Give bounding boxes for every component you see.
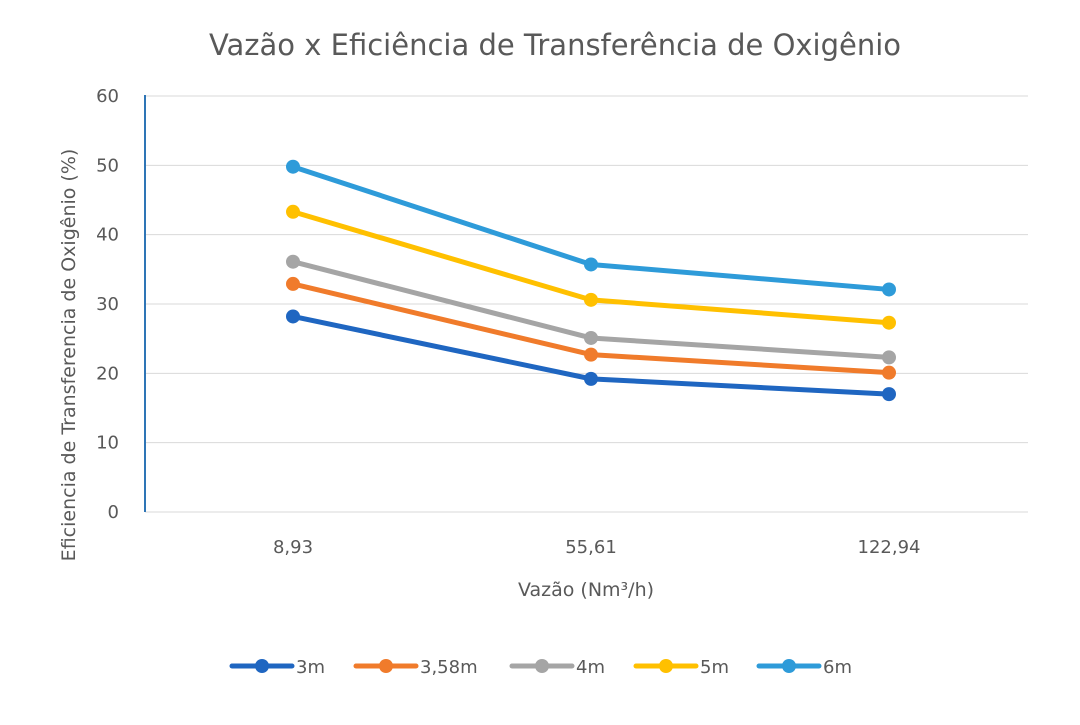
y-tick-label: 10 — [96, 433, 119, 454]
y-tick-label: 50 — [96, 155, 119, 176]
legend-label: 4m — [576, 657, 605, 678]
y-tick-label: 60 — [96, 86, 119, 107]
data-point — [286, 309, 300, 324]
legend-swatch-marker — [659, 659, 673, 673]
x-tick-label: 8,93 — [273, 537, 313, 558]
chart-title: Vazão x Eficiência de Transferência de O… — [209, 28, 901, 62]
series-6m — [286, 159, 896, 297]
legend-label: 5m — [700, 657, 729, 678]
data-point — [882, 282, 896, 297]
series-5m — [286, 204, 896, 330]
data-point — [584, 371, 598, 386]
legend-swatch-marker — [535, 659, 549, 673]
series-4m — [286, 254, 896, 365]
data-point — [882, 365, 896, 380]
series-3,58m — [286, 276, 896, 380]
data-point — [286, 276, 300, 291]
data-point — [882, 387, 896, 402]
series-lines — [286, 159, 896, 402]
y-tick-label: 30 — [96, 294, 119, 315]
data-point — [286, 159, 300, 174]
legend-label: 6m — [823, 657, 852, 678]
legend: 3m 3,58m 4m 5m 6m — [229, 657, 852, 678]
legend-item: 6m — [756, 657, 852, 678]
x-tick-label: 122,94 — [858, 537, 921, 558]
data-point — [584, 330, 598, 345]
legend-item: 3m — [229, 657, 325, 678]
y-tick-label: 20 — [96, 363, 119, 384]
legend-swatch-marker — [255, 659, 269, 673]
y-tick-label: 0 — [108, 502, 119, 523]
legend-swatch-marker — [782, 659, 796, 673]
legend-label: 3m — [296, 657, 325, 678]
legend-item: 5m — [633, 657, 729, 678]
data-point — [882, 315, 896, 330]
x-axis-ticks: 8,93 55,61 122,94 — [273, 537, 921, 558]
legend-label: 3,58m — [420, 657, 478, 678]
x-tick-label: 55,61 — [565, 537, 617, 558]
data-point — [286, 204, 300, 219]
legend-item: 3,58m — [353, 657, 478, 678]
y-tick-label: 40 — [96, 225, 119, 246]
data-point — [584, 292, 598, 307]
data-point — [882, 350, 896, 365]
y-axis-ticks: 0 10 20 30 40 50 60 — [96, 86, 119, 523]
legend-swatch-marker — [379, 659, 393, 673]
series-3m — [286, 309, 896, 402]
x-axis-title: Vazão (Nm³/h) — [518, 579, 654, 601]
legend-item: 4m — [509, 657, 605, 678]
data-point — [584, 257, 598, 272]
data-point — [286, 254, 300, 269]
data-point — [584, 347, 598, 362]
y-axis-title: Eficiencia de Transferencia de Oxigênio … — [58, 149, 80, 562]
